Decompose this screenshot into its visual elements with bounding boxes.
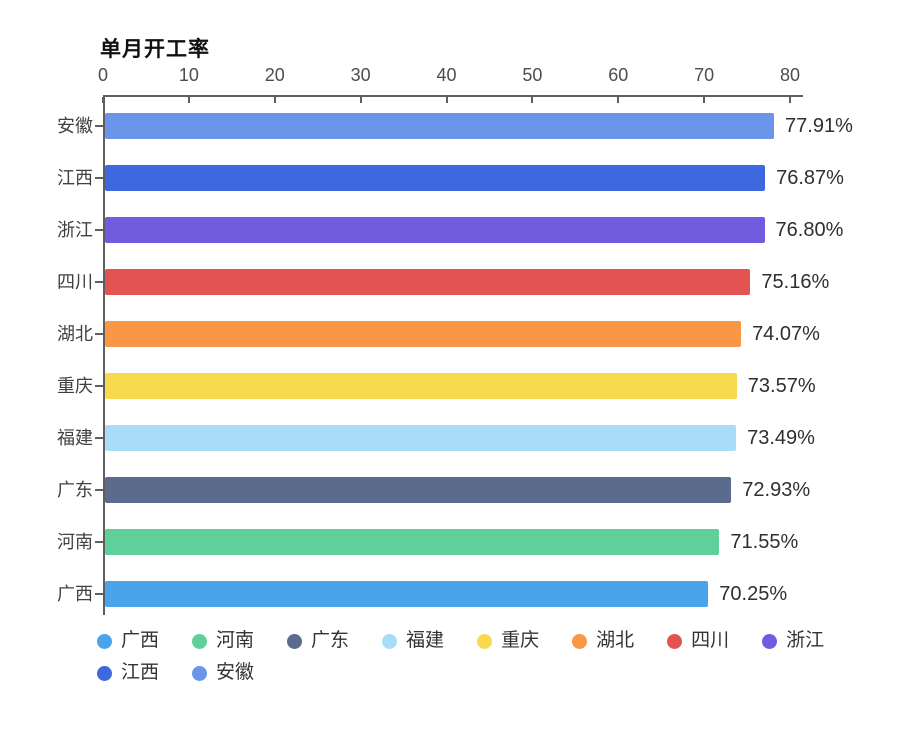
y-axis-tick [95, 125, 103, 127]
bar[interactable] [105, 581, 709, 607]
bar-value-label: 77.91% [785, 115, 853, 137]
bar-value-label: 76.87% [776, 167, 844, 189]
y-axis-tick [95, 177, 103, 179]
legend-item[interactable]: 江西 [97, 662, 159, 684]
y-axis-label: 福建 [57, 428, 93, 448]
legend-dot-icon [477, 633, 493, 649]
legend-label: 广东 [311, 630, 350, 651]
y-axis-label: 重庆 [57, 376, 93, 396]
legend-label: 安徽 [216, 662, 255, 683]
bar[interactable] [105, 165, 766, 191]
legend-label: 广西 [121, 630, 160, 651]
legend-item[interactable]: 湖北 [572, 630, 634, 652]
bar[interactable] [105, 425, 737, 451]
bar[interactable] [105, 373, 737, 399]
bar-value-label: 76.80% [775, 219, 844, 241]
legend-dot-icon [572, 633, 588, 649]
bar-value-label: 75.16% [761, 271, 830, 293]
legend-item[interactable]: 安徽 [192, 662, 254, 684]
legend-dot-icon [192, 665, 208, 681]
x-tick [102, 97, 104, 103]
bar-value-label: 70.25% [719, 583, 788, 605]
legend-dot-icon [97, 633, 112, 649]
legend-label: 河南 [216, 630, 255, 651]
legend-item[interactable]: 河南 [192, 630, 254, 652]
bar[interactable] [105, 321, 742, 347]
legend-item[interactable]: 福建 [382, 630, 444, 652]
legend-label: 湖北 [596, 630, 635, 651]
bar-value-label: 73.57% [747, 375, 816, 397]
bar-value-label: 73.49% [747, 427, 815, 449]
bar[interactable] [105, 217, 765, 243]
y-axis-tick [95, 333, 103, 335]
y-axis-tick [95, 281, 103, 283]
y-axis-line [103, 95, 105, 615]
y-axis-tick [95, 385, 103, 387]
x-tick-label: 80 [779, 65, 801, 85]
y-axis-tick [95, 437, 103, 439]
x-tick [703, 97, 706, 103]
x-tick [531, 97, 534, 103]
y-axis-tick [95, 229, 103, 231]
y-axis-label: 河南 [57, 532, 93, 552]
legend-label: 福建 [406, 630, 445, 651]
y-axis-label: 广东 [57, 480, 93, 500]
legend-item[interactable]: 四川 [667, 630, 729, 652]
x-tick-label: 10 [178, 65, 199, 85]
bar[interactable] [105, 529, 720, 555]
y-axis-label: 四川 [57, 272, 93, 292]
legend-dot-icon [287, 633, 303, 649]
legend: 广西 河南 广东 福建 重庆 湖北 四川 浙江江西 安徽 [97, 630, 855, 684]
bar[interactable] [105, 269, 751, 295]
legend-dot-icon [667, 633, 683, 649]
x-axis-line [103, 95, 803, 97]
bar[interactable] [105, 477, 732, 503]
legend-label: 江西 [121, 662, 160, 683]
y-axis-label: 安徽 [57, 116, 93, 136]
x-tick [273, 97, 276, 103]
y-axis-label: 浙江 [57, 220, 93, 240]
bar[interactable] [105, 113, 775, 139]
x-tick-label: 0 [97, 65, 108, 85]
bar-value-label: 72.93% [742, 479, 811, 501]
y-axis-tick [95, 489, 103, 491]
x-tick [789, 97, 791, 103]
y-axis-tick [95, 541, 103, 543]
bar-value-label: 71.55% [730, 531, 799, 553]
y-axis-label: 湖北 [57, 324, 93, 344]
legend-item[interactable]: 重庆 [477, 630, 539, 652]
legend-label: 四川 [691, 630, 730, 651]
y-axis-label: 广西 [57, 584, 93, 604]
legend-dot-icon [382, 633, 398, 649]
legend-label: 浙江 [786, 630, 825, 651]
chart-title: 单月开工率 [100, 38, 210, 61]
x-tick-label: 20 [264, 65, 285, 85]
bar-value-label: 74.07% [752, 323, 820, 345]
y-axis-tick [95, 593, 103, 595]
x-tick-label: 70 [694, 65, 715, 85]
legend-dot-icon [97, 665, 112, 681]
y-axis-label: 江西 [57, 168, 93, 188]
x-tick [187, 97, 190, 103]
legend-dot-icon [192, 633, 208, 649]
legend-dot-icon [762, 633, 778, 649]
x-tick-label: 40 [436, 65, 457, 85]
x-tick-label: 50 [522, 65, 543, 85]
x-tick [359, 97, 362, 103]
x-tick [617, 97, 620, 103]
x-tick [445, 97, 448, 103]
legend-item[interactable]: 广西 [97, 630, 159, 652]
legend-item[interactable]: 广东 [287, 630, 349, 652]
x-tick-label: 60 [608, 65, 629, 85]
legend-item[interactable]: 浙江 [762, 630, 824, 652]
x-tick-label: 30 [350, 65, 371, 85]
legend-label: 重庆 [501, 630, 540, 651]
